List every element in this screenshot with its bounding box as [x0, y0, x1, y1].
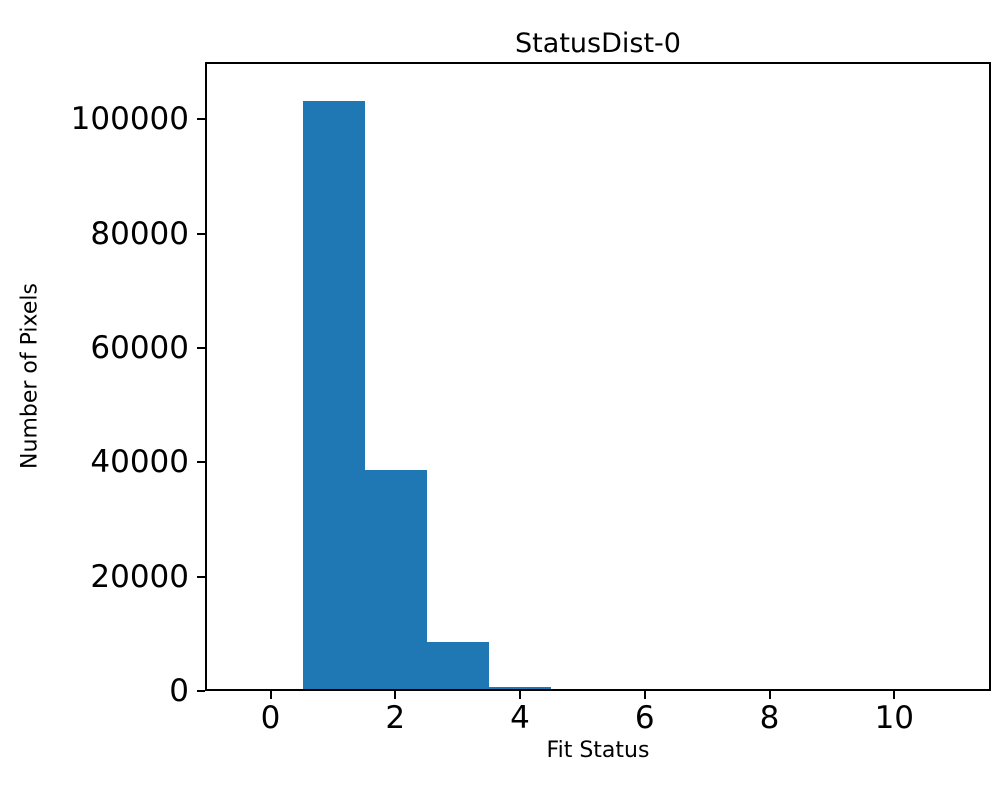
chart-title: StatusDist-0 — [515, 28, 681, 59]
x-tick-mark — [768, 691, 771, 699]
x-tick-mark — [519, 691, 522, 699]
x-tick-mark — [394, 691, 397, 699]
histogram-bar — [427, 642, 490, 689]
x-tick-label: 4 — [510, 700, 530, 736]
y-tick-label: 0 — [169, 673, 189, 709]
x-tick-label: 2 — [385, 700, 406, 736]
y-tick-mark — [197, 118, 205, 121]
histogram-bar — [489, 686, 552, 689]
histogram-bar — [365, 470, 428, 689]
y-tick-label: 80000 — [90, 215, 189, 252]
y-tick-label: 60000 — [90, 329, 189, 366]
y-tick-mark — [197, 232, 205, 235]
x-tick-mark — [269, 691, 272, 699]
y-tick-mark — [197, 690, 205, 692]
y-tick-mark — [197, 461, 205, 464]
y-tick-label: 100000 — [70, 101, 189, 138]
y-tick-mark — [197, 346, 205, 349]
x-tick-label: 10 — [874, 700, 915, 736]
x-axis-label: Fit Status — [546, 738, 650, 763]
x-tick-mark — [643, 691, 646, 699]
plot-area — [205, 62, 991, 691]
x-tick-label: 8 — [759, 700, 780, 736]
x-tick-label: 6 — [634, 700, 655, 736]
y-axis-label: Number of Pixels — [17, 283, 43, 469]
y-tick-mark — [197, 575, 205, 578]
y-tick-label: 20000 — [90, 558, 189, 595]
histogram-bar — [303, 100, 366, 689]
y-tick-label: 40000 — [90, 444, 189, 481]
x-tick-label: 0 — [260, 700, 281, 736]
x-tick-mark — [893, 691, 896, 699]
